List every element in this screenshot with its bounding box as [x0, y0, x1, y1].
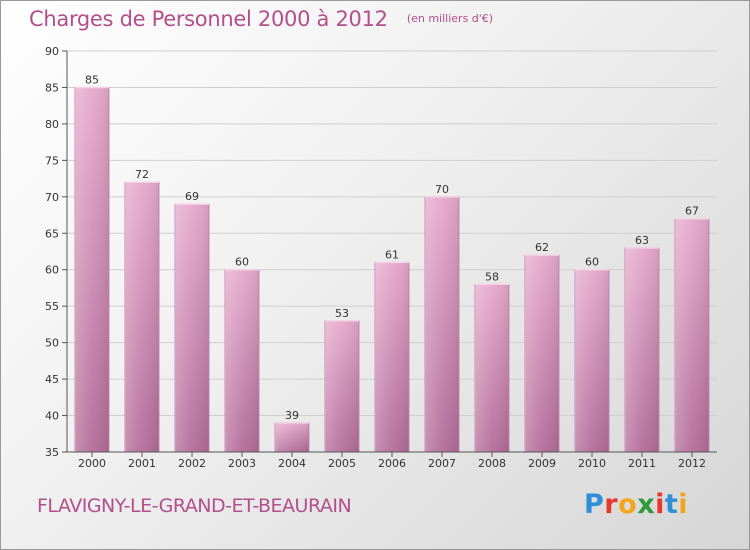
x-tick-label-2004: 2004 [278, 457, 306, 470]
logo-letter: o [618, 489, 638, 520]
y-tick-label-70: 70 [45, 191, 59, 204]
bar-shine-2005 [325, 320, 359, 452]
y-tick-label-55: 55 [45, 300, 59, 313]
bar-shine-2006 [375, 262, 409, 452]
data-label-2002: 69 [185, 190, 199, 203]
x-tick-label-2000: 2000 [78, 457, 106, 470]
bar-2008[interactable]: 58 [474, 270, 510, 453]
data-label-2004: 39 [285, 409, 299, 422]
data-label-2009: 62 [535, 241, 549, 254]
x-tick-label-2012: 2012 [678, 457, 706, 470]
x-tick-label-2005: 2005 [328, 457, 356, 470]
bar-2002[interactable]: 69 [174, 190, 210, 453]
commune-name: FLAVIGNY-LE-GRAND-ET-BEAURAIN [37, 495, 352, 517]
logo-letter: P [584, 489, 605, 520]
bar-shine-2012 [675, 218, 709, 452]
bar-2001[interactable]: 72 [124, 168, 160, 453]
bar-2011[interactable]: 63 [624, 234, 660, 453]
chart-title: Charges de Personnel 2000 à 2012 [29, 7, 388, 31]
bar-shine-2009 [525, 255, 559, 452]
bar-shine-2004 [275, 422, 309, 452]
logo-letter: r [604, 489, 619, 520]
data-label-2007: 70 [435, 183, 449, 196]
bar-2012[interactable]: 67 [674, 205, 710, 453]
x-tick-label-2002: 2002 [178, 457, 206, 470]
y-tick-label-50: 50 [45, 337, 59, 350]
bar-2010[interactable]: 60 [574, 256, 610, 453]
proxiti-logo[interactable]: Proxiti [584, 489, 688, 520]
data-label-2005: 53 [335, 307, 349, 320]
bar-shine-2001 [125, 182, 159, 452]
bar-shine-2011 [625, 247, 659, 452]
bar-shine-2000 [75, 87, 109, 453]
bar-2009[interactable]: 62 [524, 241, 560, 453]
bar-shine-2003 [225, 269, 259, 452]
y-tick-label-90: 90 [45, 45, 59, 58]
logo-letter: t [664, 489, 679, 520]
y-tick-label-40: 40 [45, 410, 59, 423]
y-tick-label-60: 60 [45, 264, 59, 277]
bar-2004[interactable]: 39 [274, 409, 310, 453]
data-label-2003: 60 [235, 256, 249, 269]
axes: 35 40 45 50 55 60 65 70 75 80 85 90 2000 2001 2002 2003… [45, 45, 717, 470]
bar-2007[interactable]: 70 [424, 183, 460, 453]
x-tick-label-2010: 2010 [578, 457, 606, 470]
x-tick-label-2011: 2011 [628, 457, 656, 470]
x-tick-label-2007: 2007 [428, 457, 456, 470]
y-tick-label-65: 65 [45, 227, 59, 240]
title-row: Charges de Personnel 2000 à 2012 (en mil… [29, 7, 493, 31]
bar-shine-2007 [425, 196, 459, 452]
logo-letter: i [655, 489, 665, 520]
x-tick-label-2001: 2001 [128, 457, 156, 470]
y-tick-label-80: 80 [45, 118, 59, 131]
data-label-2011: 63 [635, 234, 649, 247]
data-label-2010: 60 [585, 256, 599, 269]
logo-letter: i [678, 489, 689, 520]
bar-shine-2010 [575, 269, 609, 452]
bar-shine-2008 [475, 284, 509, 452]
data-label-2001: 72 [135, 168, 149, 181]
bar-2005[interactable]: 53 [324, 307, 360, 453]
bars: 85 72 69 60 39 53 61 70 58 62 60 63 67 [74, 73, 710, 453]
data-label-2008: 58 [485, 270, 499, 283]
data-label-2012: 67 [685, 205, 699, 218]
data-label-2006: 61 [385, 248, 399, 261]
bar-2000[interactable]: 85 [74, 73, 110, 453]
y-tick-label-45: 45 [45, 373, 59, 386]
bar-2003[interactable]: 60 [224, 256, 260, 453]
y-tick-label-35: 35 [45, 446, 59, 459]
bar-shine-2002 [175, 204, 209, 452]
x-tick-label-2003: 2003 [228, 457, 256, 470]
chart-subtitle: (en milliers d'€) [406, 12, 494, 25]
x-tick-label-2008: 2008 [478, 457, 506, 470]
x-tick-label-2009: 2009 [528, 457, 556, 470]
data-label-2000: 85 [85, 73, 99, 86]
bar-2006[interactable]: 61 [374, 248, 410, 453]
logo-letter: x [637, 489, 656, 520]
x-tick-label-2006: 2006 [378, 457, 406, 470]
y-tick-label-85: 85 [45, 81, 59, 94]
y-tick-label-75: 75 [45, 154, 59, 167]
